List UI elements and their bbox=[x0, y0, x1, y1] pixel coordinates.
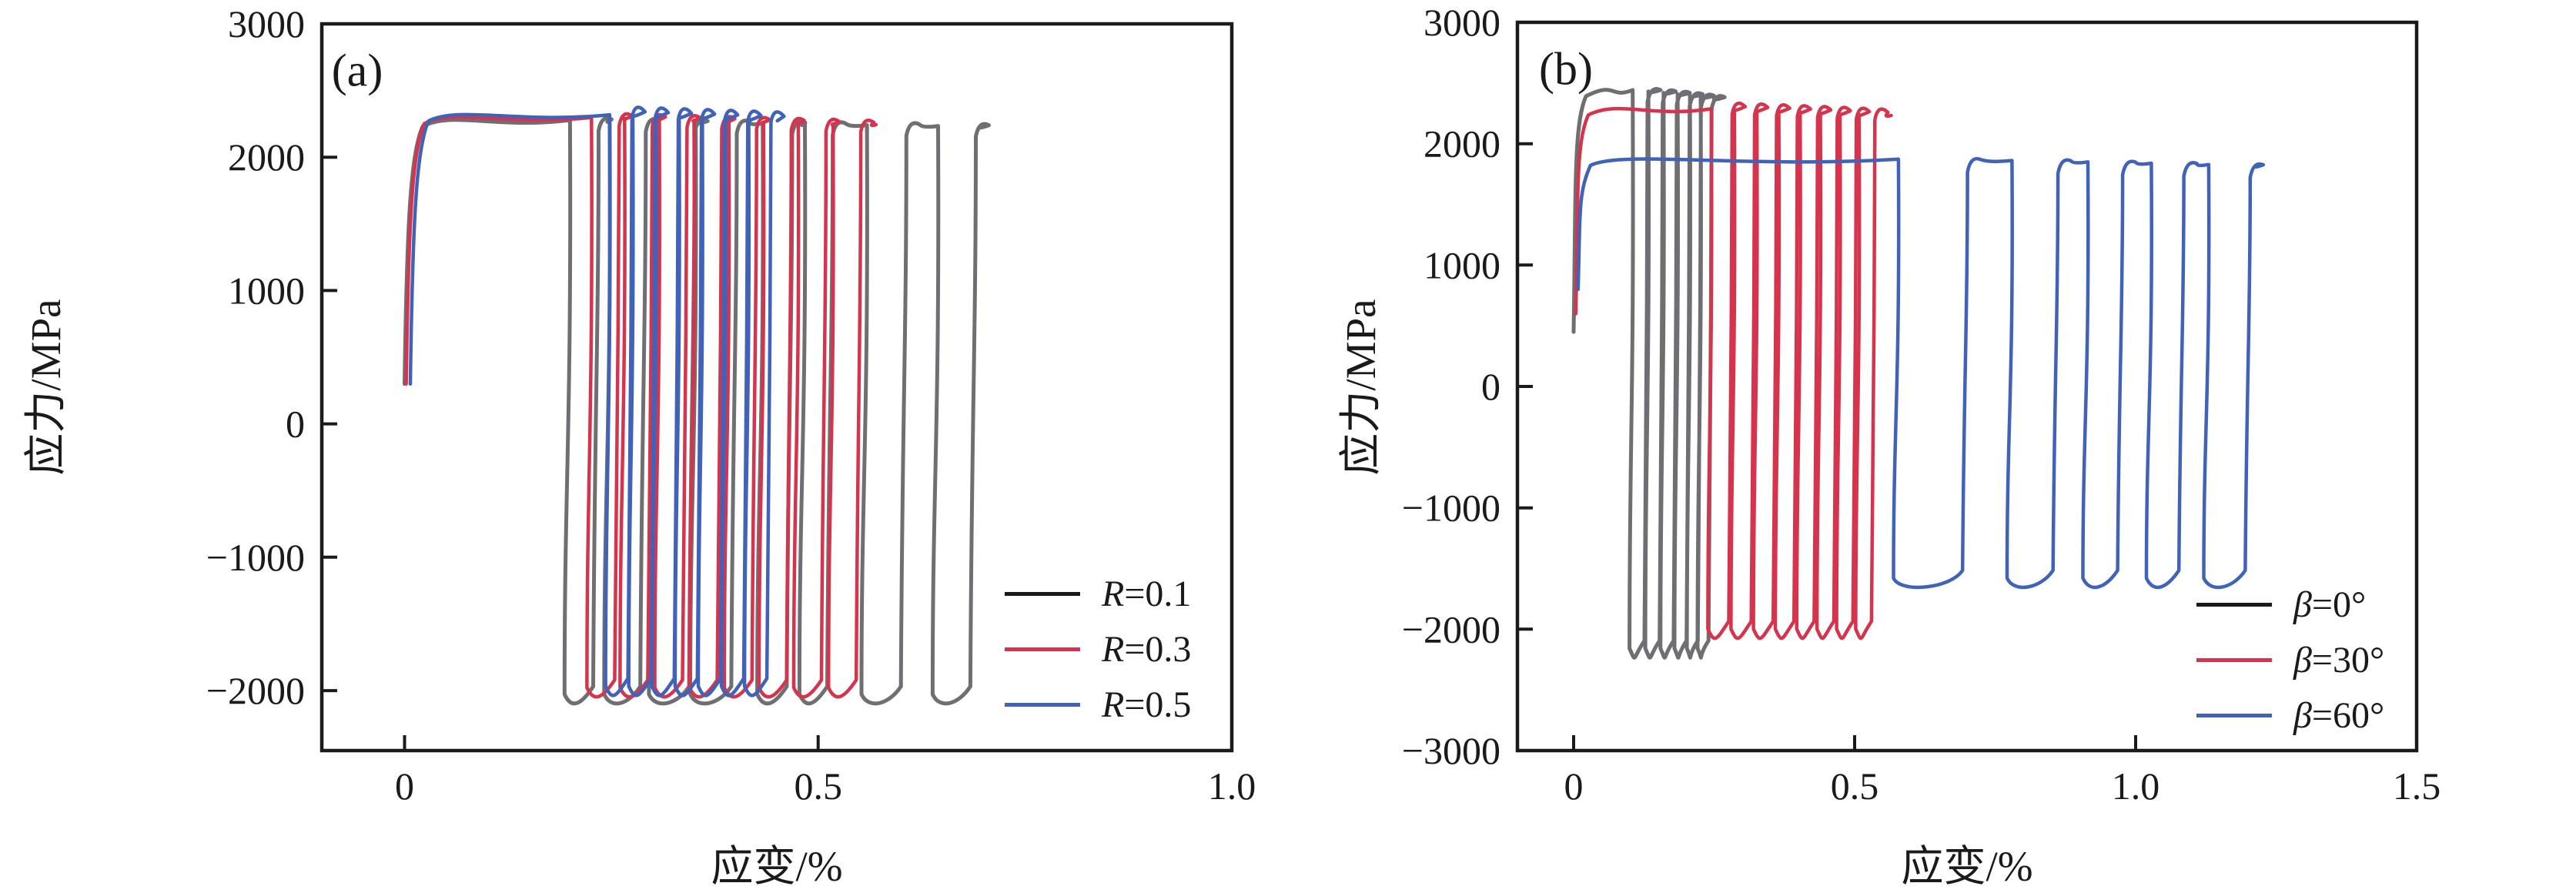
y-tick-label: −2000 bbox=[206, 669, 305, 712]
x-tick-label: 1.0 bbox=[1208, 764, 1256, 808]
series-R=0.3 bbox=[404, 112, 878, 699]
x-tick-label: 0 bbox=[1564, 764, 1584, 808]
axes-box-(b) bbox=[1515, 20, 2419, 753]
y-tick-label: 3000 bbox=[1423, 1, 1500, 44]
y-tick-label: 2000 bbox=[1423, 122, 1500, 166]
y-tick-label: 1000 bbox=[228, 269, 305, 312]
x-tick-label: 0 bbox=[395, 764, 414, 808]
series-β=0° bbox=[1571, 87, 1727, 660]
axes-box-(a) bbox=[319, 22, 1234, 753]
y-tick-label: 0 bbox=[286, 403, 305, 446]
series-R=0.5 bbox=[408, 105, 786, 697]
y-tick-label: 3000 bbox=[228, 2, 305, 45]
y-tick-label: 2000 bbox=[228, 135, 305, 179]
x-tick-label: 0.5 bbox=[1831, 764, 1879, 808]
x-tick-label: 1.5 bbox=[2393, 764, 2441, 808]
x-tick-label: 1.0 bbox=[2112, 764, 2160, 808]
y-tick-label: −1000 bbox=[206, 536, 305, 579]
x-tick-label: 0.5 bbox=[794, 764, 842, 808]
y-tick-label: −3000 bbox=[1402, 729, 1500, 772]
y-tick-label: −2000 bbox=[1402, 607, 1500, 651]
y-tick-label: 1000 bbox=[1423, 243, 1500, 286]
y-tick-label: 0 bbox=[1481, 365, 1500, 408]
series-β=60° bbox=[1576, 156, 2266, 590]
y-tick-label: −1000 bbox=[1402, 487, 1500, 530]
series-β=30° bbox=[1574, 101, 1893, 640]
